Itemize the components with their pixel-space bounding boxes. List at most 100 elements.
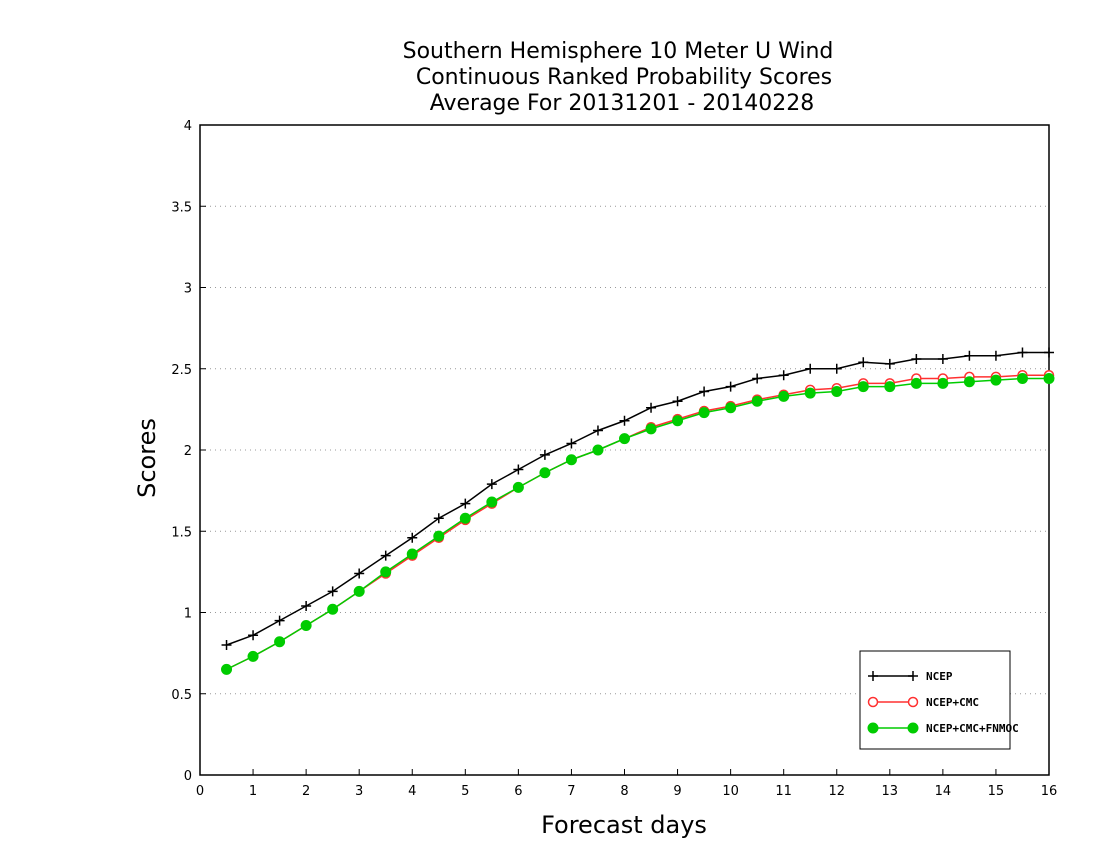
x-tick-label: 4 [408, 784, 416, 799]
data-point [539, 449, 550, 460]
y-tick-label: 2 [184, 444, 192, 459]
data-point [486, 479, 497, 490]
data-point [619, 415, 630, 426]
legend-marker [908, 671, 918, 681]
data-point [963, 376, 975, 388]
data-point [327, 603, 339, 615]
y-axis-title: Scores [133, 418, 161, 498]
data-point [990, 350, 1001, 361]
y-tick-label: 2.5 [171, 363, 192, 378]
data-point [805, 363, 816, 374]
data-point [725, 402, 737, 414]
data-point [406, 548, 418, 560]
data-point [460, 498, 471, 509]
x-tick-label: 9 [673, 784, 681, 799]
data-point [1016, 373, 1028, 384]
data-point [407, 532, 418, 543]
data-point [592, 444, 604, 456]
data-point [459, 512, 471, 524]
data-point [645, 423, 657, 435]
y-tick-label: 3 [184, 282, 192, 297]
x-tick-label: 5 [461, 784, 469, 799]
data-point [539, 467, 551, 479]
x-tick-label: 11 [775, 784, 792, 799]
y-tick-label: 4 [184, 119, 192, 134]
legend-marker [907, 696, 919, 708]
legend-label: NCEP [926, 670, 953, 683]
data-point [725, 381, 736, 392]
data-point [513, 464, 524, 475]
legend-label: NCEP+CMC [926, 696, 979, 709]
data-point [300, 620, 312, 631]
data-point [699, 386, 710, 397]
title-line-2: Continuous Ranked Probability Scores [416, 65, 832, 90]
x-tick-label: 7 [567, 784, 575, 799]
data-point [566, 438, 577, 449]
data-point [274, 636, 286, 648]
legend-label: NCEP+CMC+FNMOC [926, 722, 1019, 735]
data-point [964, 350, 975, 361]
series-2 [221, 370, 1055, 675]
data-point [884, 358, 895, 369]
data-point [804, 387, 816, 399]
x-tick-label: 15 [988, 784, 1005, 799]
data-point [433, 513, 444, 524]
data-point [698, 407, 710, 419]
y-tick-label: 1 [184, 607, 192, 622]
x-tick-label: 8 [620, 784, 628, 799]
data-point [327, 586, 338, 597]
data-point [831, 363, 842, 374]
data-point [778, 390, 790, 402]
y-tick-label: 0 [184, 769, 192, 784]
data-point [380, 550, 391, 561]
series-3 [221, 373, 1055, 675]
data-point [911, 354, 922, 364]
title-line-3: Average For 20131201 - 20140228 [430, 91, 815, 116]
x-tick-label: 12 [828, 784, 845, 799]
data-point [1043, 373, 1055, 384]
x-tick-label: 13 [882, 784, 899, 799]
series-layer [221, 347, 1055, 675]
x-axis: 0 1 2 3 4 5 6 7 8 9 10 11 12 13 14 15 16 [196, 769, 1057, 799]
data-point [884, 381, 896, 393]
legend: NCEP NCEP+CMC NCEP+CMC+FNMOC [859, 650, 1019, 750]
y-tick-label: 0.5 [171, 688, 192, 703]
y-tick-label: 3.5 [171, 200, 192, 215]
x-tick-label: 14 [935, 784, 952, 799]
x-tick-label: 1 [249, 784, 257, 799]
data-point [248, 630, 259, 641]
x-tick-label: 16 [1041, 784, 1058, 799]
series-line [226, 377, 1049, 671]
data-point [937, 354, 948, 364]
data-point [990, 374, 1002, 386]
legend-marker [867, 722, 879, 734]
data-point [433, 530, 445, 542]
data-point [619, 433, 630, 445]
data-point [247, 650, 259, 662]
data-point [301, 601, 312, 611]
data-point [353, 585, 365, 597]
y-tick-label: 1.5 [171, 525, 192, 540]
data-point [910, 377, 922, 389]
x-tick-label: 6 [514, 784, 522, 799]
data-point [1044, 347, 1054, 358]
y-axis: 0 0.5 1 1.5 2 2.5 3 3.5 4 [171, 119, 206, 784]
data-point [486, 496, 498, 508]
data-point [512, 481, 524, 493]
data-point [565, 454, 577, 466]
data-point [592, 425, 603, 436]
grid [200, 205, 1049, 695]
x-tick-label: 10 [722, 784, 739, 799]
data-point [857, 381, 869, 393]
data-point [646, 402, 657, 413]
series-1 [221, 347, 1054, 650]
x-tick-label: 3 [355, 784, 363, 799]
data-point [672, 415, 684, 427]
series-line [226, 374, 1049, 671]
data-point [672, 396, 683, 407]
x-axis-title: Forecast days [541, 811, 707, 839]
data-point [751, 395, 763, 407]
data-point [380, 566, 392, 578]
data-point [858, 357, 869, 368]
